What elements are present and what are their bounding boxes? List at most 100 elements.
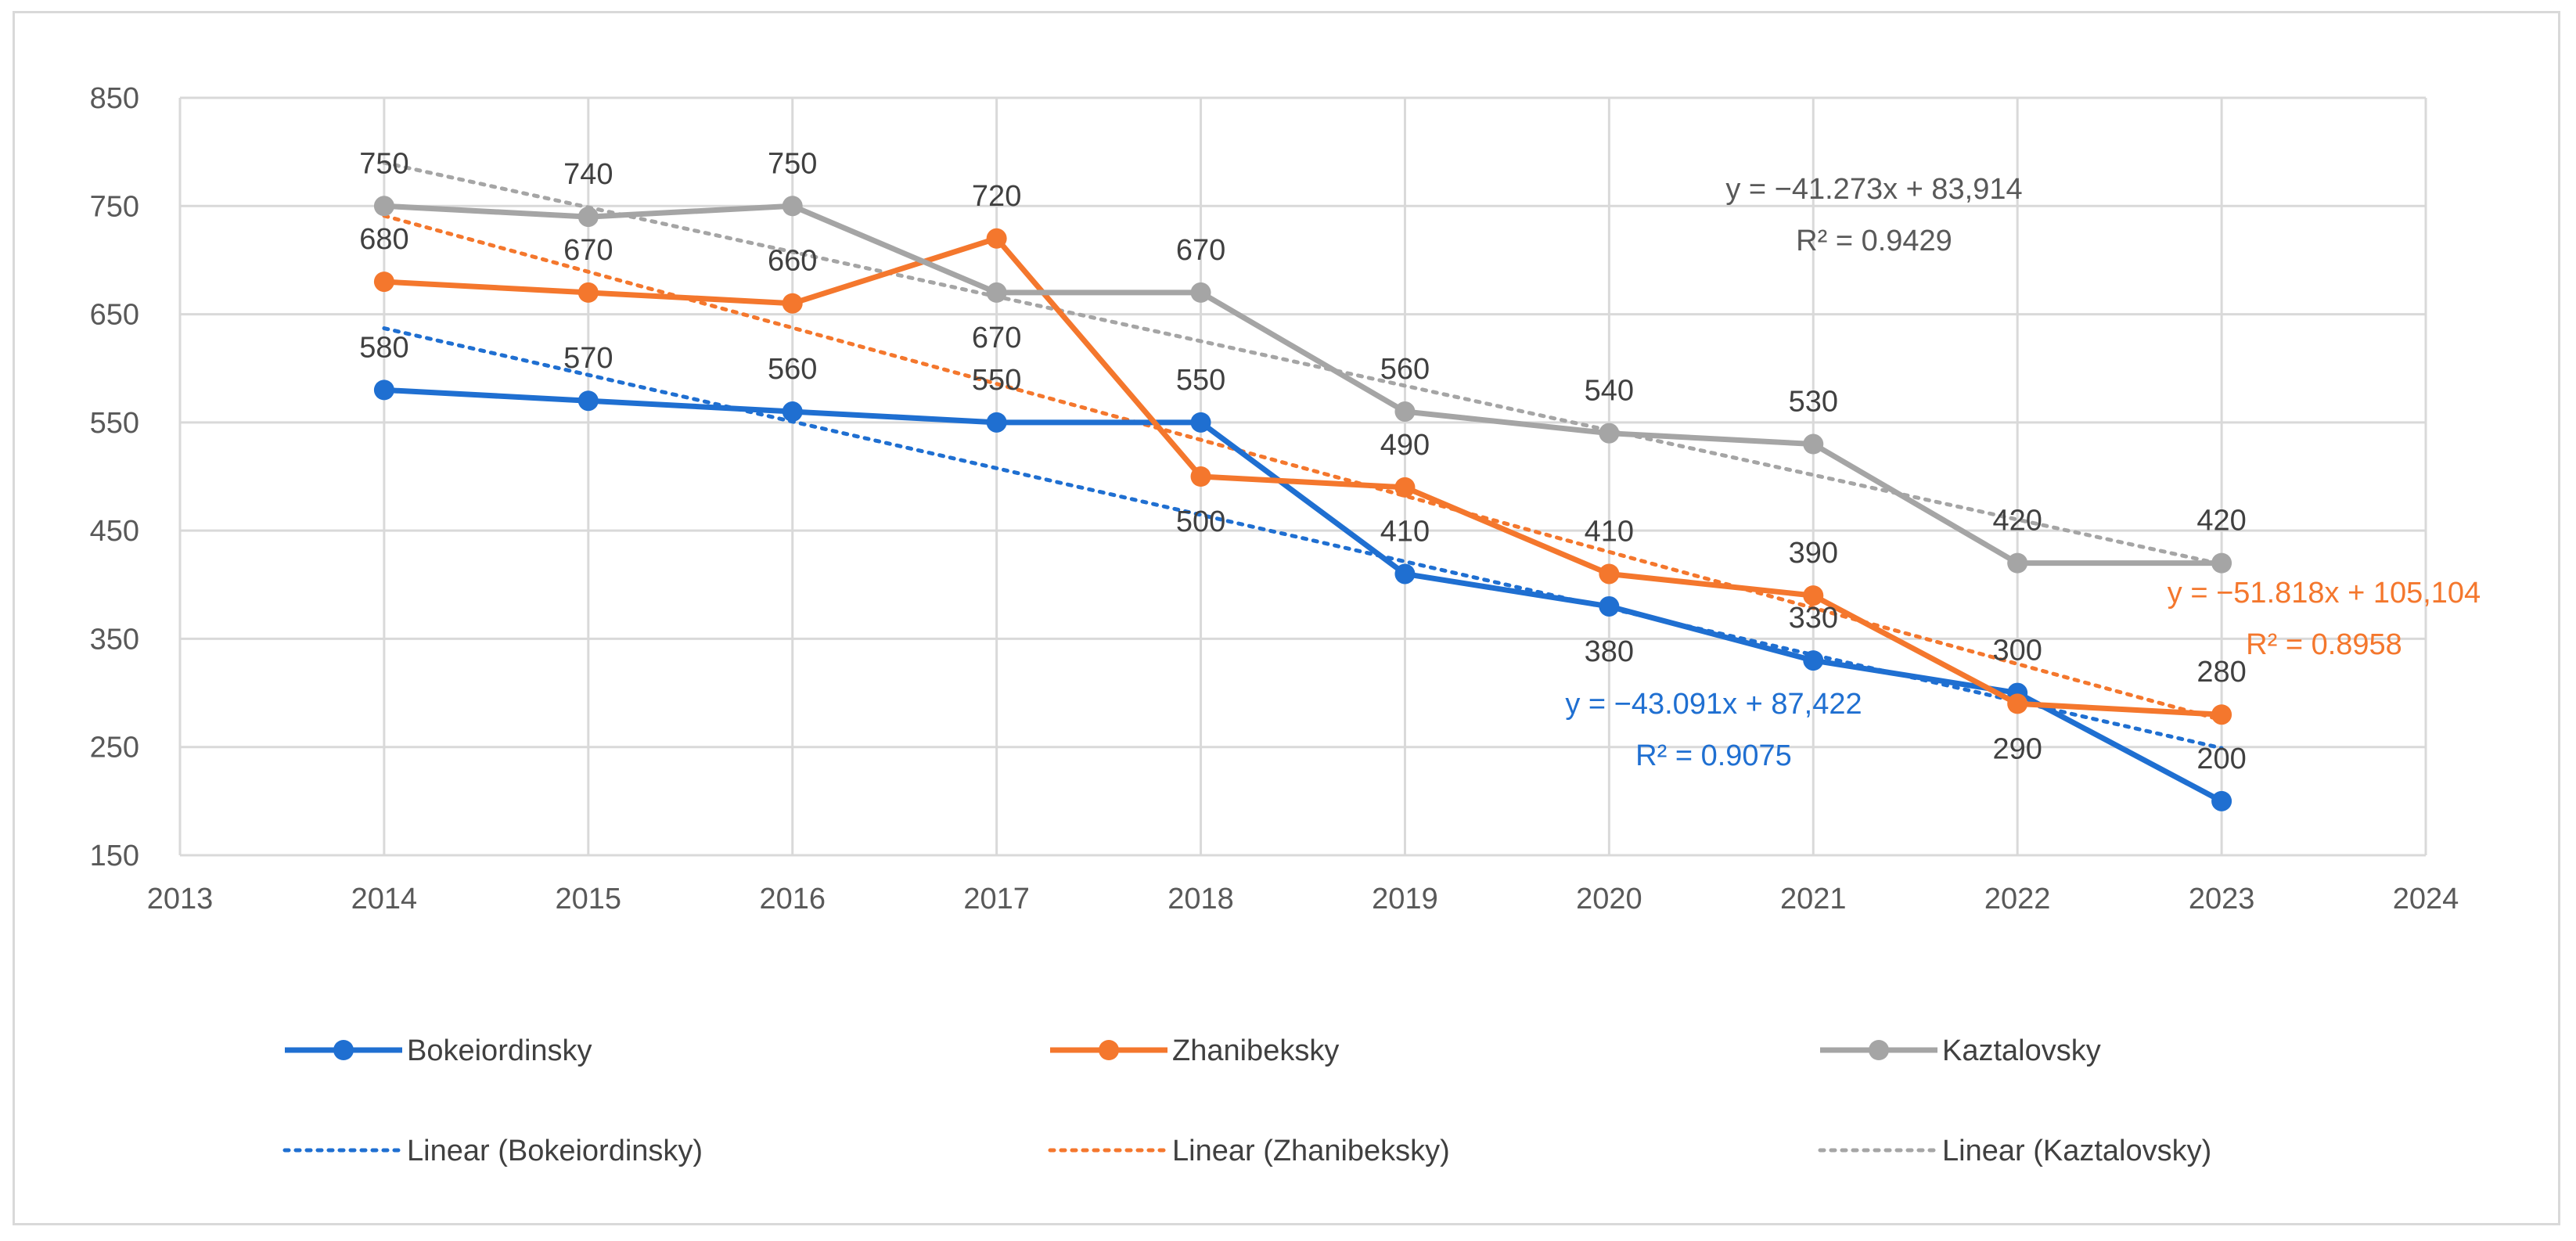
data-point-zhanibeksky [986, 228, 1007, 249]
data-label: 570 [563, 342, 613, 375]
data-label: 560 [768, 353, 817, 386]
y-tick-label: 850 [90, 82, 139, 115]
trend-r-squared: R² = 0.8958 [2246, 628, 2402, 661]
x-tick-label: 2021 [1780, 883, 1847, 915]
y-tick-label: 650 [90, 299, 139, 332]
data-point-bokeiordinsky [1599, 595, 1620, 617]
data-point-kaztalovsky [782, 196, 803, 217]
series-line-kaztalovsky [383, 203, 2222, 567]
data-point-zhanibeksky [1599, 563, 1620, 585]
legend-trend-label-bokeiordinsky: Linear (Bokeiordinsky) [407, 1135, 703, 1167]
data-point-bokeiordinsky [2211, 790, 2232, 811]
data-label: 750 [768, 147, 817, 180]
legend-label-zhanibeksky: Zhanibeksky [1172, 1034, 1339, 1067]
data-point-kaztalovsky [986, 282, 1007, 303]
y-tick-label: 750 [90, 190, 139, 223]
data-point-kaztalovsky [2211, 552, 2232, 574]
data-label: 420 [2196, 505, 2246, 538]
data-point-bokeiordinsky [373, 379, 394, 401]
data-label: 530 [1789, 386, 1838, 419]
series-lines [373, 196, 2232, 811]
trend-r-squared: R² = 0.9429 [1796, 225, 1952, 257]
data-label: 740 [563, 158, 613, 191]
legend-trend-label-kaztalovsky: Linear (Kaztalovsky) [1942, 1135, 2211, 1167]
trend-equation: y = −41.273x + 83,914 [1725, 173, 2022, 206]
data-label: 670 [563, 234, 613, 267]
data-point-zhanibeksky [1394, 477, 1416, 498]
data-point-zhanibeksky [2007, 693, 2028, 714]
legend-marker-zhanibeksky [1099, 1040, 1119, 1060]
x-tick-label: 2024 [2393, 883, 2459, 915]
data-label: 410 [1380, 515, 1430, 548]
data-label: 390 [1789, 537, 1838, 570]
y-tick-label: 350 [90, 623, 139, 656]
data-point-zhanibeksky [577, 282, 599, 303]
data-point-bokeiordinsky [1190, 412, 1211, 433]
data-label: 300 [1992, 635, 2042, 667]
legend-label-bokeiordinsky: Bokeiordinsky [407, 1034, 592, 1067]
data-point-kaztalovsky [1803, 433, 1824, 455]
data-point-bokeiordinsky [782, 401, 803, 423]
x-tick-label: 2023 [2189, 883, 2255, 915]
data-label: 580 [359, 331, 408, 364]
data-label: 560 [1380, 353, 1430, 386]
data-point-zhanibeksky [1190, 466, 1211, 487]
trend-equation: y = −51.818x + 105,104 [2168, 577, 2481, 610]
data-label: 720 [972, 180, 1021, 213]
axes: 150 250 350 450 550 650 750 850 2013 2014 2015 2016… [90, 82, 2459, 915]
series-line-bokeiordinsky [383, 387, 2223, 804]
data-point-bokeiordinsky [1803, 650, 1824, 671]
data-point-zhanibeksky [373, 272, 394, 293]
data-label: 500 [1176, 505, 1225, 538]
x-tick-label: 2016 [759, 883, 826, 915]
x-tick-label: 2015 [556, 883, 622, 915]
x-tick-label: 2019 [1372, 883, 1438, 915]
data-label: 660 [768, 245, 817, 278]
y-tick-label: 150 [90, 840, 139, 872]
data-label: 280 [2196, 656, 2246, 689]
data-label: 550 [1176, 364, 1225, 397]
data-point-zhanibeksky [1803, 585, 1824, 606]
legend[interactable]: Bokeiordinsky Linear (Bokeiordinsky) Zhani… [282, 1034, 2211, 1167]
y-tick-label: 450 [90, 515, 139, 548]
data-point-kaztalovsky [2007, 552, 2028, 574]
trendline-kaztalovsky [382, 160, 2224, 567]
x-tick-label: 2017 [963, 883, 1030, 915]
x-tick-label: 2013 [147, 883, 214, 915]
y-tick-label: 550 [90, 407, 139, 440]
gridlines [178, 96, 2427, 857]
data-label: 550 [972, 364, 1021, 397]
data-label: 750 [359, 147, 408, 180]
data-label: 380 [1585, 635, 1634, 668]
x-tick-label: 2020 [1576, 883, 1642, 915]
legend-marker-bokeiordinsky [333, 1040, 354, 1060]
data-labels: 580 570 560 550 550 410 380 330 300 200 680 670 660 7… [359, 147, 2247, 775]
data-label: 330 [1789, 602, 1838, 635]
trend-r-squared: R² = 0.9075 [1635, 739, 1792, 772]
legend-trend-label-zhanibeksky: Linear (Zhanibeksky) [1172, 1135, 1450, 1167]
data-label: 420 [1992, 505, 2042, 538]
trendline-bokeiordinsky [382, 326, 2224, 750]
data-point-zhanibeksky [782, 293, 803, 314]
legend-marker-kaztalovsky [1869, 1040, 1889, 1060]
x-tick-label: 2018 [1167, 883, 1234, 915]
trend-equations: y = −43.091x + 87,422 R² = 0.9075 y = −51.… [1565, 173, 2481, 772]
data-point-kaztalovsky [373, 196, 394, 217]
data-point-kaztalovsky [1394, 401, 1416, 423]
x-tick-label: 2022 [1984, 883, 2051, 915]
data-label: 670 [972, 322, 1021, 354]
data-label: 200 [2196, 743, 2246, 775]
data-label: 680 [359, 223, 408, 256]
data-label: 410 [1585, 515, 1634, 548]
series-line-zhanibeksky [383, 236, 2222, 718]
data-label: 540 [1585, 375, 1634, 408]
x-tick-label: 2014 [351, 883, 418, 915]
data-point-kaztalovsky [1190, 282, 1211, 303]
trendline-zhanibeksky [382, 214, 2224, 722]
y-tick-label: 250 [90, 732, 139, 764]
chart-frame [13, 11, 2560, 1225]
data-point-bokeiordinsky [1394, 563, 1416, 585]
data-point-zhanibeksky [2211, 704, 2232, 725]
legend-label-kaztalovsky: Kaztalovsky [1942, 1034, 2101, 1067]
